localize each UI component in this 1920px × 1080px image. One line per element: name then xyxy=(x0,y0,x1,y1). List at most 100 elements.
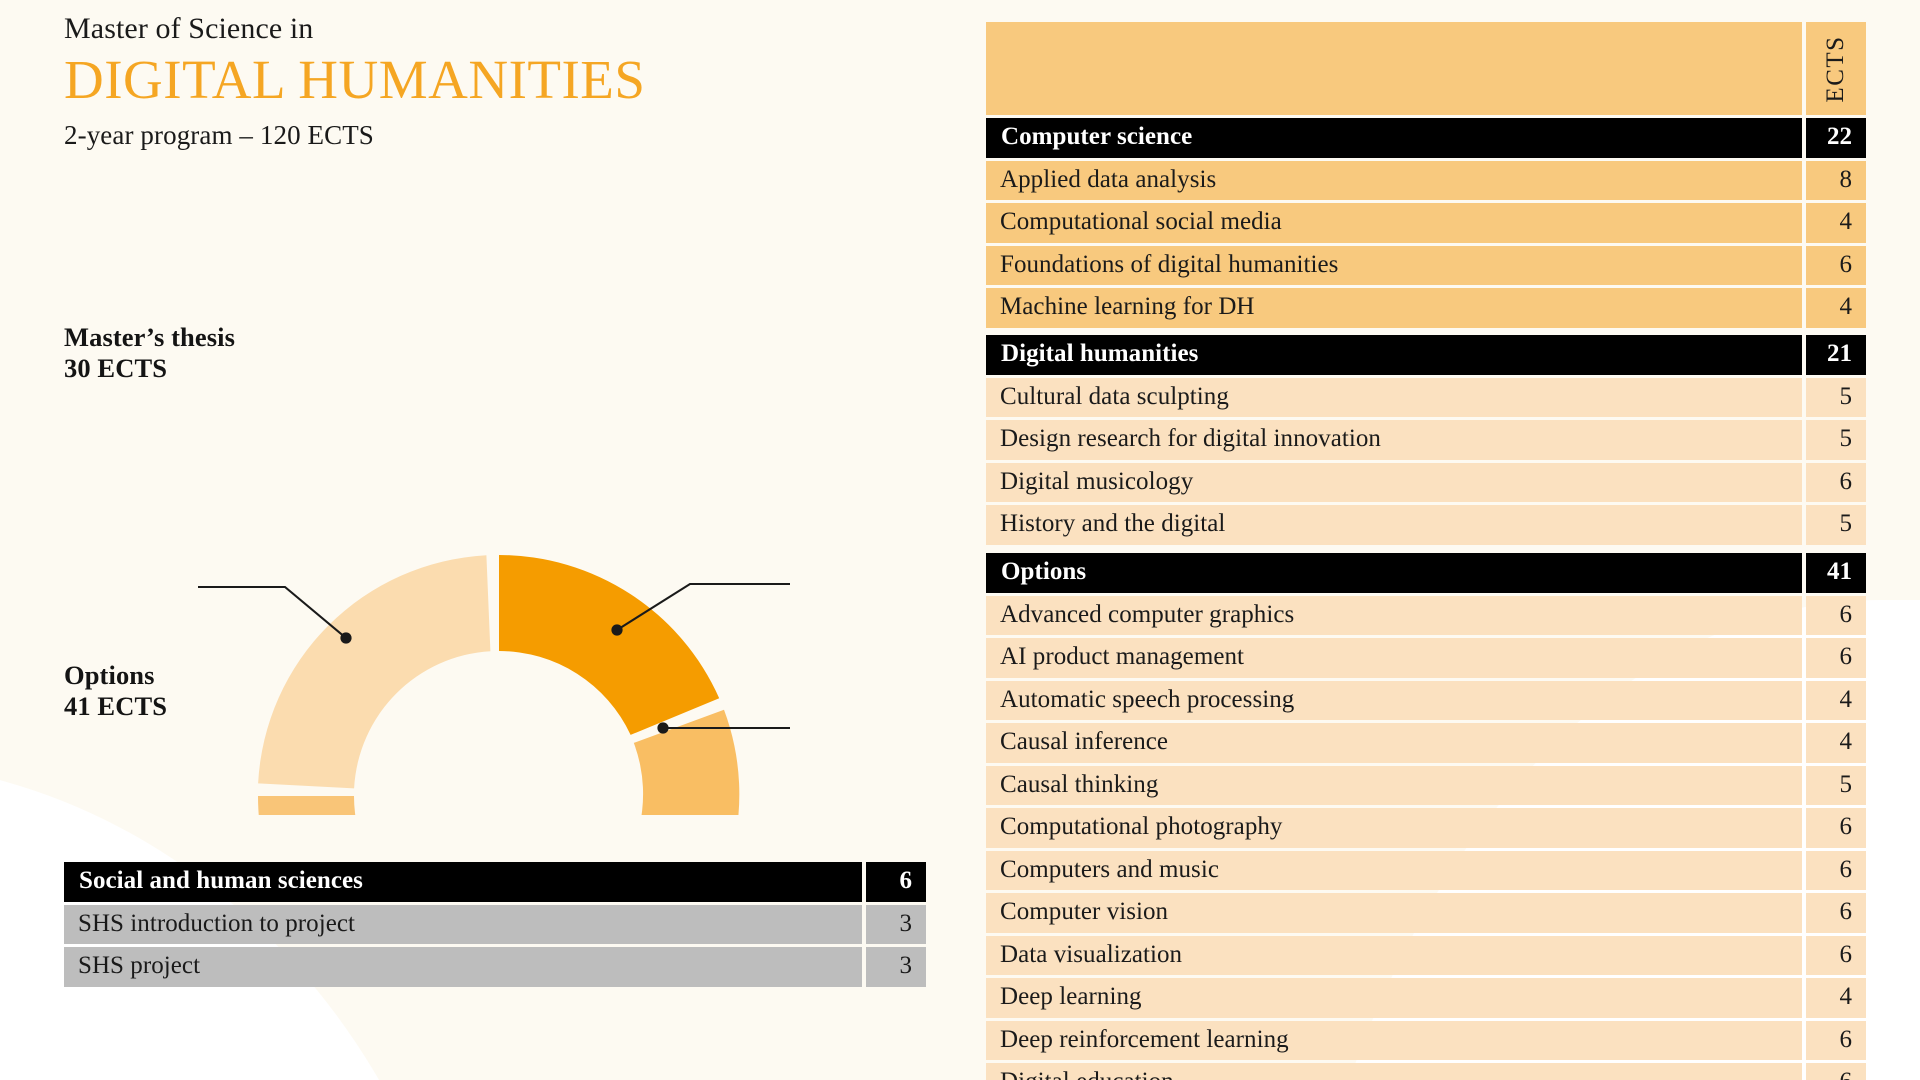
course-name: SHS introduction to project xyxy=(64,904,862,944)
course-name: Causal thinking xyxy=(986,765,1802,805)
ects-column-header: ECTS xyxy=(1806,22,1866,115)
table-computer-science: ECTS Computer science 22 Applied data an… xyxy=(986,22,1866,331)
course-ects: 3 xyxy=(866,904,926,944)
course-ects: 3 xyxy=(866,947,926,987)
ects-column-header-panel: ECTS xyxy=(986,22,1866,115)
ects-panel-blank xyxy=(986,22,1802,115)
table-header-ects: 6 xyxy=(866,862,926,902)
table-header-row: Computer science 22 xyxy=(986,118,1866,158)
course-name: Deep reinforcement learning xyxy=(986,1020,1802,1060)
donut-segment-masters-thesis xyxy=(258,555,491,789)
table-row: Computer vision 6 xyxy=(986,893,1866,933)
course-name: Computational photography xyxy=(986,808,1802,848)
table-header-ects: 22 xyxy=(1806,118,1866,158)
course-name: SHS project xyxy=(64,947,862,987)
table-row: Foundations of digital humanities 6 xyxy=(986,245,1866,285)
course-ects: 5 xyxy=(1806,765,1866,805)
ects-header-label: ECTS xyxy=(1822,34,1849,103)
leader-dot-digital-humanities xyxy=(657,722,669,734)
course-name: Causal inference xyxy=(986,723,1802,763)
table-row: History and the digital 5 xyxy=(986,505,1866,545)
course-ects: 5 xyxy=(1806,505,1866,545)
table-row: Computational social media 4 xyxy=(986,203,1866,243)
table-row: Computational photography 6 xyxy=(986,808,1866,848)
donut-segments xyxy=(258,555,740,815)
table-row: Applied data analysis 8 xyxy=(986,160,1866,200)
donut-label-options-line1: Options xyxy=(64,660,155,690)
table-header-title: Computer science xyxy=(986,118,1802,158)
leader-dot-masters-thesis xyxy=(340,632,352,644)
course-name: Foundations of digital humanities xyxy=(986,245,1802,285)
course-ects: 4 xyxy=(1806,288,1866,328)
course-ects: 6 xyxy=(1806,1020,1866,1060)
table-header-ects: 41 xyxy=(1806,553,1866,593)
course-ects: 4 xyxy=(1806,680,1866,720)
course-name: History and the digital xyxy=(986,505,1802,545)
page-title: DIGITAL HUMANITIES xyxy=(64,48,646,110)
donut-leader-dots xyxy=(340,624,669,734)
table-row: SHS introduction to project 3 xyxy=(64,904,926,944)
table-options: Options 41 Advanced computer graphics 6 … xyxy=(986,553,1866,1080)
table-row: AI product management 6 xyxy=(986,638,1866,678)
table-social-human-sciences: Social and human sciences 6 SHS introduc… xyxy=(64,862,926,990)
table-header-title: Digital humanities xyxy=(986,335,1802,375)
table-row: SHS project 3 xyxy=(64,947,926,987)
course-name: Machine learning for DH xyxy=(986,288,1802,328)
table-row: Causal inference 4 xyxy=(986,723,1866,763)
donut-leader-lines xyxy=(198,582,790,730)
course-ects: 6 xyxy=(1806,893,1866,933)
course-name: Deep learning xyxy=(986,978,1802,1018)
table-row: Advanced computer graphics 6 xyxy=(986,595,1866,635)
donut-label-masters-thesis-line2: 30 ECTS xyxy=(64,353,168,384)
course-name: Advanced computer graphics xyxy=(986,595,1802,635)
course-name: Computational social media xyxy=(986,203,1802,243)
table-header-title: Social and human sciences xyxy=(64,862,862,902)
title-block: Master of Science in DIGITAL HUMANITIES … xyxy=(64,10,884,151)
table-header-row: Digital humanities 21 xyxy=(986,335,1866,375)
course-ects: 4 xyxy=(1806,723,1866,763)
course-name: Data visualization xyxy=(986,935,1802,975)
table-row: Design research for digital innovation 5 xyxy=(986,420,1866,460)
donut-chart-svg xyxy=(198,555,790,815)
table-row: Computers and music 6 xyxy=(986,850,1866,890)
table-row: Machine learning for DH 4 xyxy=(986,288,1866,328)
donut-label-masters-thesis-line1: Master’s thesis xyxy=(64,322,235,352)
course-name: Applied data analysis xyxy=(986,160,1802,200)
course-ects: 6 xyxy=(1806,462,1866,502)
right-column: ECTS Computer science 22 Applied data an… xyxy=(986,0,1866,1080)
donut-label-options-line2: 41 ECTS xyxy=(64,691,168,722)
table-row: Automatic speech processing 4 xyxy=(986,680,1866,720)
course-name: Design research for digital innovation xyxy=(986,420,1802,460)
table-row: Deep reinforcement learning 6 xyxy=(986,1020,1866,1060)
course-name: Computer vision xyxy=(986,893,1802,933)
course-ects: 6 xyxy=(1806,1063,1866,1080)
course-ects: 6 xyxy=(1806,245,1866,285)
course-ects: 8 xyxy=(1806,160,1866,200)
course-name: Digital education xyxy=(986,1063,1802,1080)
leader-line-masters-thesis xyxy=(198,585,347,639)
ects-donut-chart xyxy=(0,255,960,815)
course-name: Cultural data sculpting xyxy=(986,377,1802,417)
donut-segment-digital-humanities xyxy=(633,709,740,815)
donut-label-options: Options 41 ECTS xyxy=(64,660,167,723)
course-name: AI product management xyxy=(986,638,1802,678)
table-row: Data visualization 6 xyxy=(986,935,1866,975)
table-row: Causal thinking 5 xyxy=(986,765,1866,805)
course-ects: 6 xyxy=(1806,638,1866,678)
table-header-title: Options xyxy=(986,553,1802,593)
table-digital-humanities: Digital humanities 21 Cultural data scul… xyxy=(986,335,1866,548)
course-ects: 6 xyxy=(1806,595,1866,635)
course-ects: 6 xyxy=(1806,808,1866,848)
course-ects: 5 xyxy=(1806,420,1866,460)
program-subtitle: 2-year program – 120 ECTS xyxy=(64,120,374,150)
table-header-row: Options 41 xyxy=(986,553,1866,593)
course-name: Digital musicology xyxy=(986,462,1802,502)
course-ects: 4 xyxy=(1806,203,1866,243)
table-row: Digital musicology 6 xyxy=(986,462,1866,502)
table-row: Deep learning 4 xyxy=(986,978,1866,1018)
donut-label-masters-thesis: Master’s thesis 30 ECTS xyxy=(64,322,235,385)
course-name: Computers and music xyxy=(986,850,1802,890)
table-row: Cultural data sculpting 5 xyxy=(986,377,1866,417)
donut-segment-options xyxy=(258,796,356,815)
